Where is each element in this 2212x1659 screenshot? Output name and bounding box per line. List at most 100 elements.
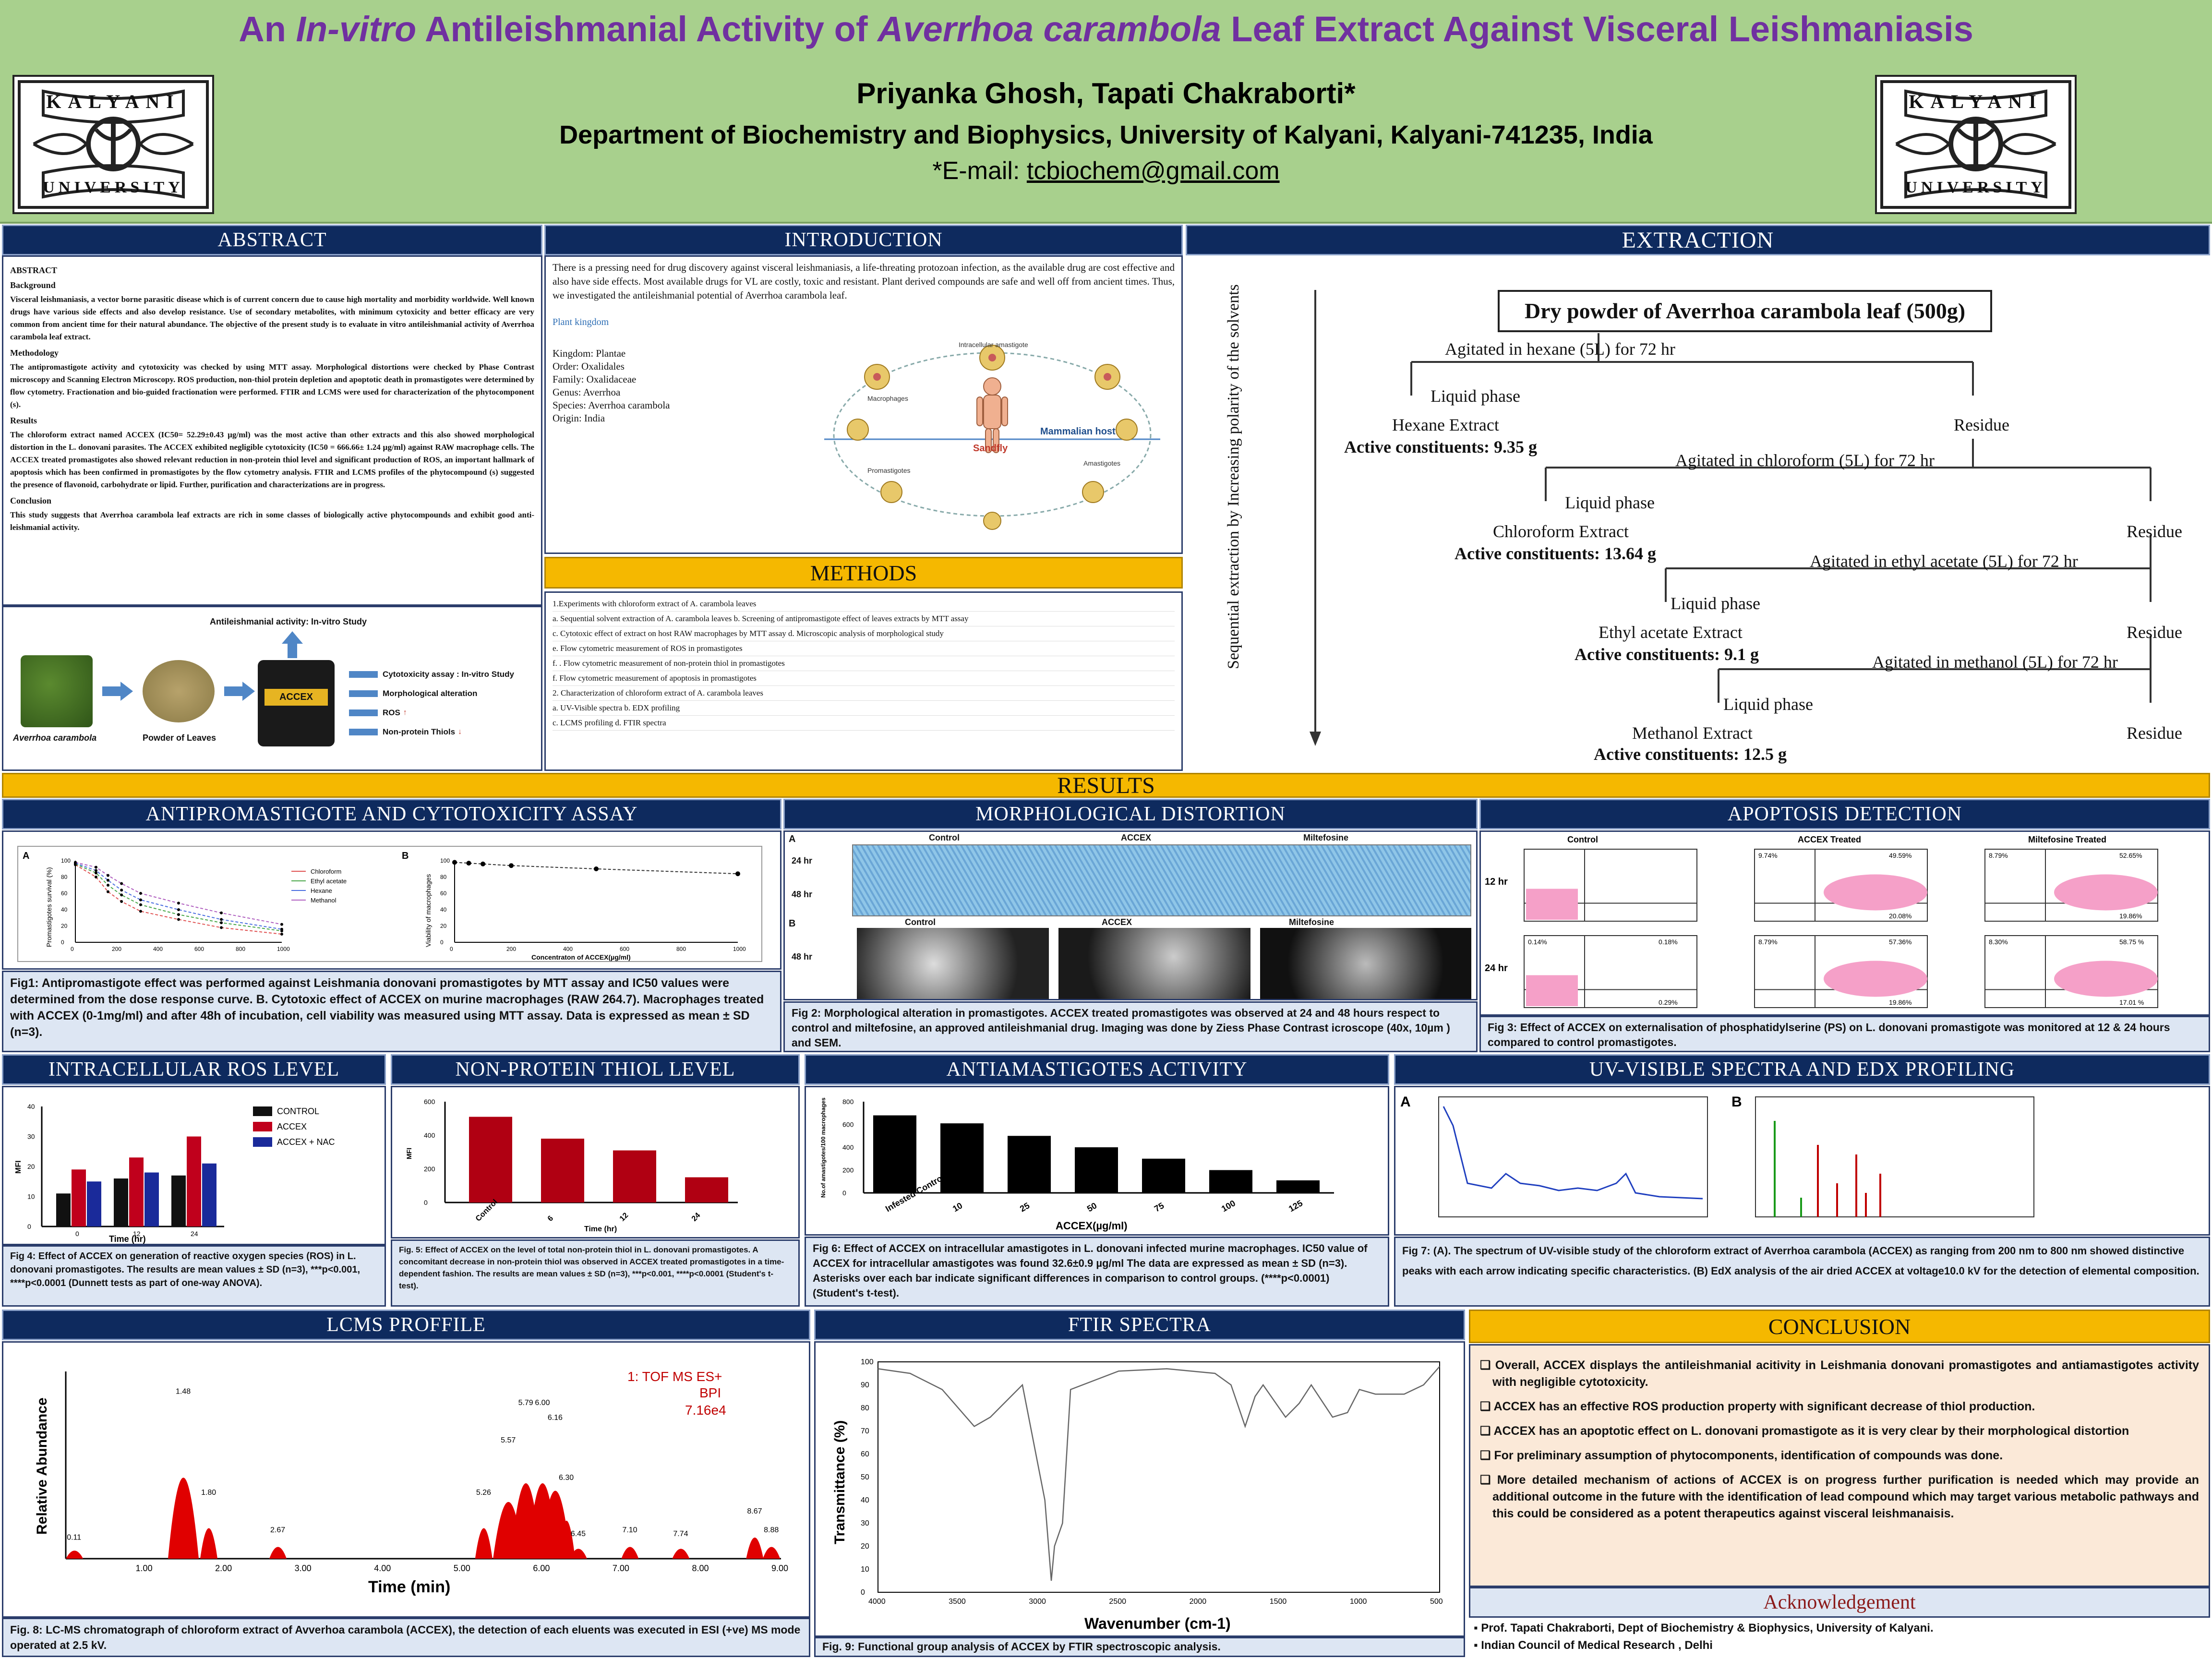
series-line [75, 863, 282, 930]
conclusion-point: ❑ More detailed mechanism of actions of … [1480, 1473, 2199, 1520]
data-point [220, 918, 223, 921]
tick-label: 80 [861, 1404, 869, 1412]
chromatogram-peak [168, 1478, 199, 1559]
introduction-panel: There is a pressing need for drug discov… [544, 255, 1183, 554]
checkbox-icon: ❑ [1480, 1358, 1495, 1372]
col-label: ACCEX Treated [1798, 835, 1861, 844]
chromatogram-peak [569, 1549, 587, 1559]
legend-label: ACCEX [277, 1122, 307, 1131]
method-item: e. Flow cytometric measurement of ROS in… [553, 641, 1175, 656]
tick-label: 0 [861, 1588, 865, 1597]
data-point [220, 911, 223, 914]
apoptosis-figure: Control ACCEX Treated Miltefosine Treated 1… [1479, 830, 2210, 1016]
peak-label: 7.74 [673, 1530, 688, 1538]
tick-label: 12 [618, 1211, 630, 1223]
tick-label: 80 [440, 874, 447, 880]
tick-label: 40 [27, 1103, 35, 1110]
quadrant-value: 49.59% [1889, 852, 1911, 859]
tick-label: 800 [676, 946, 686, 952]
step-extract: Methanol Extract [1632, 723, 1753, 743]
method-item: f. . Flow cytometric measurement of non-… [553, 656, 1175, 671]
y-axis-label: No.of amastigotes/100 macrophages [820, 1097, 827, 1198]
bar [1008, 1136, 1051, 1193]
plant-label: Averrhoa carambola [13, 733, 97, 743]
bar [940, 1123, 984, 1193]
tick-label: 125 [1287, 1198, 1304, 1214]
peak-label: 5.79 [518, 1399, 533, 1407]
data-point [177, 902, 180, 905]
bar [171, 1175, 186, 1226]
tick-label: 600 [424, 1098, 435, 1106]
chromatogram-peak [558, 1520, 575, 1559]
ftir-chart: Transmittance (%) Wavenumber (cm-1) 4000 35… [832, 1358, 1443, 1632]
data-point [452, 860, 457, 865]
quadrant-value: 57.36% [1889, 938, 1911, 946]
edx-plot-frame [1755, 1096, 2034, 1217]
conclusion-text: This study suggests that Averrhoa caramb… [10, 510, 534, 532]
antiprom-caption: Fig1: Antipromastigote effect was perfor… [2, 971, 781, 1052]
legend-swatch [253, 1106, 272, 1116]
step-active: Active constituents: 13.64 g [1455, 544, 1656, 563]
graphical-abstract: Antileishmanial activity: In-vitro Study… [2, 606, 542, 771]
plant-image [21, 655, 93, 727]
conclusion-heading: Conclusion [10, 496, 52, 505]
chromatogram-peak [475, 1528, 493, 1559]
cycle-label: Mammalian host [1040, 426, 1116, 437]
ftir-spectrum [878, 1366, 1440, 1581]
legend-label: Methanol [311, 897, 337, 904]
tick-label: 100 [61, 857, 71, 864]
affiliation: Department of Biochemistry and Biophysic… [559, 120, 1653, 149]
quadrant-value: 19.86% [1889, 998, 1911, 1006]
checkbox-icon: ❑ [1480, 1473, 1497, 1487]
morph-panel-b: B [789, 918, 796, 929]
conclusion-panel: ❑ Overall, ACCEX displays the antileishm… [1469, 1344, 2210, 1587]
bar [72, 1169, 86, 1226]
arrow-item: Cytotoxicity assay : In-vitro Study [349, 665, 514, 684]
cycle-label: Promastigotes [867, 467, 910, 474]
chromatogram-peak [200, 1528, 217, 1559]
tick-label: 25 [1018, 1201, 1031, 1214]
extraction-start-box: Dry powder of Averrhoa carambola leaf (5… [1498, 290, 1992, 332]
peak-label: 6.30 [559, 1474, 574, 1482]
quadrant-value: 8.79% [1989, 852, 2008, 859]
morph-caption: Fig 2: Morphological alteration in proma… [783, 1001, 1478, 1052]
tick-label: 1000 [277, 946, 290, 952]
morph-row-label: 48 hr [792, 890, 813, 899]
chromatogram-peak [269, 1547, 287, 1559]
step-agitate: Agitated in methanol (5L) for 72 hr [1872, 652, 2118, 672]
tick-label: 1.00 [136, 1563, 153, 1573]
chromatogram-peak [763, 1547, 781, 1559]
arrow-item: Non-protein Thiols ↓ [349, 722, 514, 742]
peak-label: 2.67 [270, 1526, 285, 1534]
tick-label: 400 [153, 946, 163, 952]
plot-frame [878, 1361, 1440, 1593]
apoptosis-plots: Control ACCEX Treated Miltefosine Treated 1… [1485, 835, 2158, 1008]
tick-label: 10 [951, 1201, 964, 1214]
data-point [74, 861, 77, 864]
x-axis-label: Concentraton of ACCEX(µg/ml) [531, 953, 631, 961]
chromatogram-peak [621, 1547, 639, 1559]
tick-label: 50 [861, 1473, 869, 1481]
email-link[interactable]: tcbiochem@gmail.com [1026, 157, 1280, 185]
cell-cluster [1526, 889, 1578, 920]
cell-cluster [2054, 874, 2158, 911]
data-point [139, 903, 142, 906]
quadrant-value: 58.75 % [2119, 938, 2144, 946]
background-text: Visceral leishmaniasis, a vector borne p… [10, 295, 534, 341]
method-item: c. Cytotoxic effect of extract on host R… [553, 626, 1175, 641]
university-logo-right: KALYANI UNIVERSITY [1875, 75, 2077, 214]
antiprom-figure: A B Promastigotes survival (%) 0 200 400 600 80… [2, 830, 781, 970]
life-cycle-diagram: Mammalian host Sandfly Intracellular ama… [824, 341, 1160, 530]
peak-label: 0.11 [67, 1534, 81, 1542]
data-point [95, 869, 97, 872]
bar [1075, 1147, 1118, 1193]
conclusion-point: ❑ ACCEX has an apoptotic effect on L. do… [1480, 1424, 2129, 1438]
bar [114, 1178, 128, 1226]
tick-label: 10 [861, 1565, 869, 1574]
data-point [481, 861, 485, 866]
ros-figure: MFI Time (hr) 0 10 20 30 40 0 12 24 CONTROL ACCEX AC… [2, 1086, 386, 1245]
tick-label: 20 [861, 1542, 869, 1551]
peak-label: 6.00 [535, 1399, 550, 1407]
